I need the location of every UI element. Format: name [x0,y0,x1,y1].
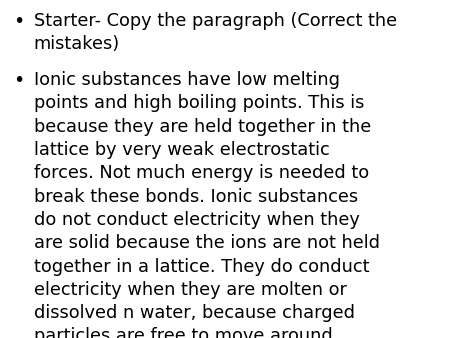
Text: Ionic substances have low melting
points and high boiling points. This is
becaus: Ionic substances have low melting points… [34,71,380,338]
Text: •: • [14,71,25,90]
Text: Starter- Copy the paragraph (Correct the
mistakes): Starter- Copy the paragraph (Correct the… [34,12,397,53]
Text: •: • [14,12,25,31]
